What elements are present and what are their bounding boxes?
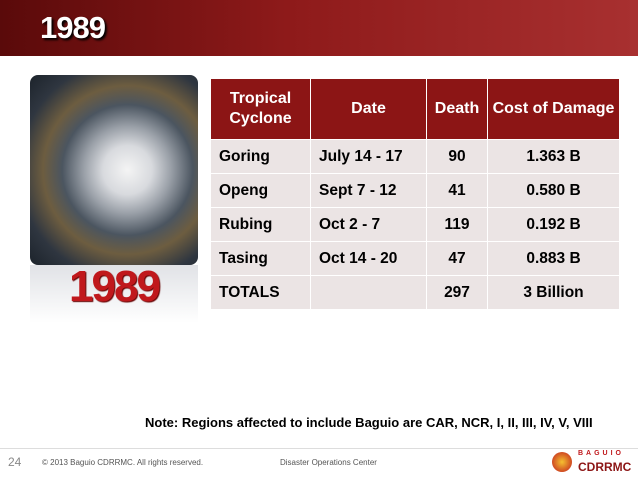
table-cell: TOTALS <box>210 275 311 310</box>
column-header: Date <box>310 78 427 140</box>
title: 1989 <box>40 10 106 45</box>
table-cell: Goring <box>210 139 311 174</box>
table-cell: July 14 - 17 <box>310 139 427 174</box>
copyright: © 2013 Baguio CDRRMC. All rights reserve… <box>42 458 204 467</box>
table: Tropical Cyclone Date Death Cost of Damage … <box>210 78 620 310</box>
table-row: Rubing Oct 2 - 7 119 0.192 B <box>210 207 620 242</box>
table-cell: Oct 2 - 7 <box>310 207 427 242</box>
footer-rule <box>0 448 638 449</box>
typhoon-image <box>30 75 198 265</box>
table-cell: 41 <box>426 173 488 208</box>
table-cell: Tasing <box>210 241 311 276</box>
table-cell: 0.192 B <box>487 207 620 242</box>
image-reflection <box>30 265 198 323</box>
logo-bottom: CDRRMC <box>578 460 632 474</box>
column-header: Tropical Cyclone <box>210 78 311 140</box>
footer-center: Disaster Operations Center <box>280 458 377 467</box>
logo-top: BAGUIO <box>578 450 624 457</box>
image-caption: 1989 <box>69 262 161 311</box>
note: Note: Regions affected to include Baguio… <box>145 415 593 430</box>
header-row: Tropical Cyclone Date Death Cost of Damage <box>210 78 620 140</box>
table-row: Openg Sept 7 - 12 41 0.580 B <box>210 173 620 208</box>
table-cell: Openg <box>210 173 311 208</box>
column-header: Death <box>426 78 488 140</box>
logo-icon <box>552 452 572 472</box>
table-cell: 3 Billion <box>487 275 620 310</box>
table-row: Goring July 14 - 17 90 1.363 B <box>210 139 620 174</box>
table-cell: 119 <box>426 207 488 242</box>
page-number: 24 <box>8 455 22 469</box>
table-cell <box>310 275 427 310</box>
table-head: Tropical Cyclone Date Death Cost of Damage <box>210 78 620 140</box>
table-cell: 47 <box>426 241 488 276</box>
table-cell: Oct 14 - 20 <box>310 241 427 276</box>
table-cell: 90 <box>426 139 488 174</box>
table-cell: Sept 7 - 12 <box>310 173 427 208</box>
table-row: TOTALS 297 3 Billion <box>210 275 620 310</box>
table-cell: 0.580 B <box>487 173 620 208</box>
table-row: Tasing Oct 14 - 20 47 0.883 B <box>210 241 620 276</box>
table-cell: 1.363 B <box>487 139 620 174</box>
banner <box>0 0 638 56</box>
table-cell: 297 <box>426 275 488 310</box>
table-cell: Rubing <box>210 207 311 242</box>
column-header: Cost of Damage <box>487 78 620 140</box>
table-body: Goring July 14 - 17 90 1.363 B Openg Sept 7 -… <box>210 139 620 310</box>
table-cell: 0.883 B <box>487 241 620 276</box>
